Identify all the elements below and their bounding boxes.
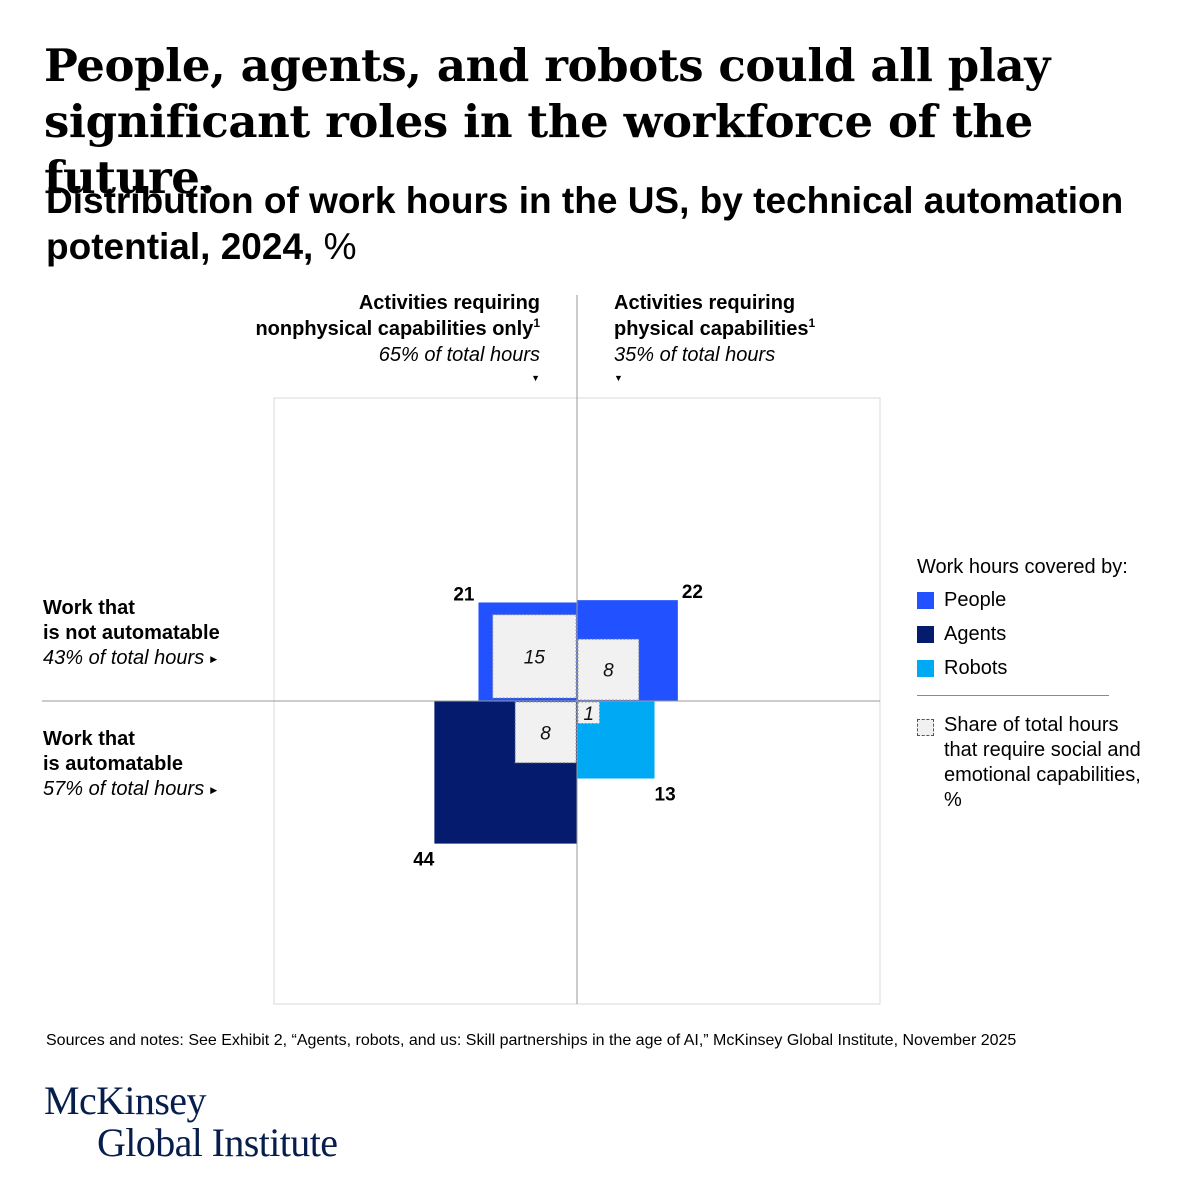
legend-divider [917,695,1109,696]
legend-note-text: Share of total hours that require social… [944,714,1141,811]
subtitle-main: Distribution of work hours in the US, by… [46,180,1124,267]
row-header-automatable: Work that is automatable 57% of total ho… [43,727,273,803]
value-labels: 15 21 8 22 8 44 1 13 [413,582,703,870]
footnote-marker: 1 [808,316,816,330]
inner-label-nonphysical-not-automatable: 15 [524,647,546,668]
triangle-right-icon: ▶ [210,654,218,664]
legend-label-people: People [944,589,1007,611]
legend-swatch-robots [917,660,934,677]
triangle-down-icon: ▼ [614,373,623,383]
chart-subtitle: Distribution of work hours in the US, by… [46,178,1166,270]
column-right-line1: Activities requiring [614,292,796,314]
inner-label-nonphysical-automatable: 8 [540,723,551,744]
value-label-physical-automatable: 13 [655,785,676,806]
legend-item-people: People [917,587,1177,621]
mckinsey-logo: McKinsey Global Institute [44,1078,338,1165]
subtitle-unit: % [323,226,357,267]
dashed-square-icon [917,719,934,736]
headline: People, agents, and robots could all pla… [44,39,1051,204]
legend-label-robots: Robots [944,657,1008,679]
column-left-line1: Activities requiring [358,292,540,314]
legend: Work hours covered by: People Agents Rob… [917,555,1177,813]
row-bottom-line2: is automatable [43,753,184,775]
legend-label-agents: Agents [944,623,1007,645]
inner-nonphysical-automatable [514,701,577,764]
legend-item-robots: Robots [917,655,1177,689]
row-header-not-automatable: Work that is not automatable 43% of tota… [43,596,273,672]
column-left-line2: nonphysical capabilities only [255,318,534,340]
value-label-nonphysical-automatable: 44 [413,850,435,871]
legend-title: Work hours covered by: [917,556,1128,578]
row-bottom-share: 57% of total hours [43,778,205,800]
column-left-share: 65% of total hours [378,344,540,366]
column-right-line2: physical capabilities [614,318,809,340]
row-top-line2: is not automatable [43,622,220,644]
inner-physical-automatable [577,701,600,724]
footnote-marker: 1 [533,316,540,330]
legend-item-agents: Agents [917,621,1177,655]
row-bottom-line1: Work that [43,728,135,750]
value-label-physical-not-automatable: 22 [682,582,703,603]
legend-swatch-agents [917,626,934,643]
inner-label-physical-not-automatable: 8 [603,661,614,682]
legend-item-social-emotional: Share of total hours that require social… [917,713,1144,813]
logo-line1: McKinsey [44,1078,206,1123]
row-top-line1: Work that [43,597,135,619]
column-header-physical: Activities requiring physical capabiliti… [614,290,914,388]
legend-swatch-people [917,592,934,609]
sources-note: Sources and notes: See Exhibit 2, “Agent… [46,1032,1017,1049]
logo-line2: Global Institute [97,1120,338,1165]
row-top-share: 43% of total hours [43,647,205,669]
triangle-down-icon: ▼ [531,373,540,383]
quadrant-bars [434,600,678,844]
inner-nonphysical-not-automatable [492,614,577,699]
value-label-nonphysical-not-automatable: 21 [453,584,475,605]
triangle-right-icon: ▶ [210,785,218,795]
column-right-share: 35% of total hours [614,344,776,366]
inner-physical-not-automatable [577,638,640,701]
inner-label-physical-automatable: 1 [583,704,594,725]
column-header-nonphysical: Activities requiring nonphysical capabil… [240,290,540,388]
